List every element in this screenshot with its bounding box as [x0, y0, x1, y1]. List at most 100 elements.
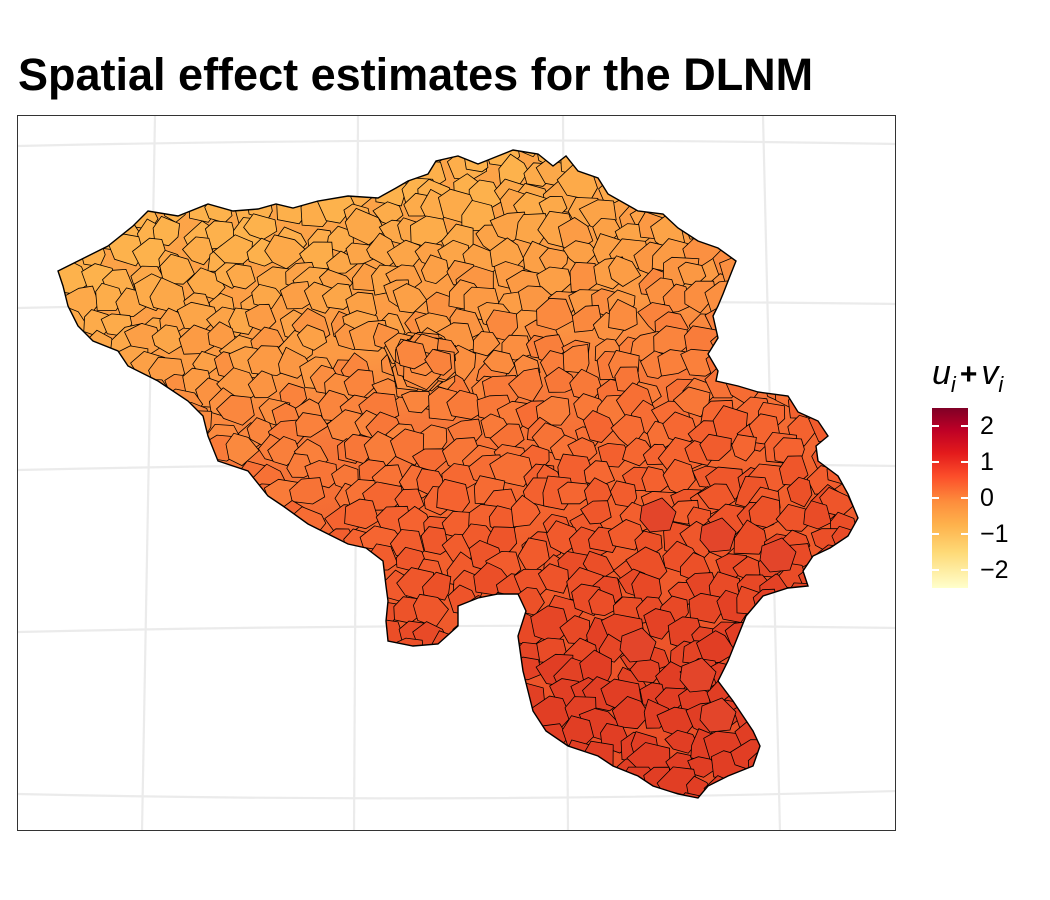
municipality — [808, 640, 845, 671]
municipality — [79, 771, 112, 798]
municipality — [65, 773, 98, 798]
municipality — [416, 672, 443, 702]
municipality — [63, 403, 94, 432]
municipality — [86, 432, 119, 462]
municipality — [639, 176, 681, 214]
municipality — [155, 522, 193, 554]
municipality — [87, 375, 118, 405]
municipality — [520, 741, 550, 768]
municipality — [444, 715, 482, 752]
municipality — [469, 671, 510, 704]
municipality — [102, 721, 141, 756]
municipality — [446, 634, 477, 664]
municipality — [275, 164, 300, 190]
municipality — [234, 502, 270, 530]
municipality — [136, 161, 175, 191]
municipality — [88, 726, 120, 759]
municipality — [170, 180, 206, 209]
municipality — [728, 185, 764, 211]
legend-tick-mark — [961, 533, 968, 535]
municipality — [84, 150, 116, 158]
municipality — [400, 150, 433, 162]
municipality — [58, 287, 59, 316]
municipality — [274, 565, 300, 594]
municipality — [607, 519, 645, 551]
municipality — [298, 629, 332, 659]
municipality — [58, 181, 86, 211]
municipality — [375, 160, 407, 185]
municipality — [771, 307, 812, 347]
municipality — [472, 331, 501, 357]
municipality — [819, 167, 858, 199]
municipality — [809, 802, 838, 828]
municipality — [58, 420, 66, 455]
municipality — [738, 632, 773, 659]
municipality — [64, 150, 99, 175]
municipality — [727, 660, 762, 690]
municipality — [439, 150, 483, 158]
map-panel — [17, 115, 896, 831]
municipality — [277, 724, 310, 756]
municipality — [701, 155, 732, 178]
legend-tick-mark — [961, 569, 968, 571]
municipality — [320, 541, 360, 574]
municipality — [281, 632, 315, 659]
municipality — [822, 767, 856, 798]
municipality — [202, 150, 239, 184]
municipality — [327, 152, 359, 182]
municipality — [296, 324, 328, 351]
municipality — [527, 783, 567, 798]
municipality — [97, 150, 137, 167]
municipality — [257, 537, 292, 566]
municipality — [702, 150, 733, 158]
municipality — [176, 773, 213, 798]
municipality — [308, 766, 339, 793]
municipality — [272, 550, 308, 580]
municipality — [822, 751, 852, 784]
municipality — [78, 197, 115, 234]
municipality — [247, 370, 278, 399]
municipality — [180, 647, 217, 686]
municipality — [397, 505, 432, 537]
municipality — [225, 768, 260, 796]
municipality — [709, 215, 744, 243]
municipality — [61, 336, 92, 367]
municipality — [279, 281, 313, 310]
municipality — [424, 348, 452, 376]
legend: ui + vi 2 1 0 −1 −2 — [930, 356, 1045, 596]
municipality — [254, 150, 283, 159]
municipality — [58, 200, 76, 225]
municipality — [495, 711, 534, 743]
municipality — [152, 215, 181, 247]
legend-tick-mark — [932, 497, 939, 499]
municipality — [173, 484, 210, 523]
municipality — [355, 744, 391, 779]
municipality — [84, 565, 120, 597]
municipality — [151, 150, 184, 166]
municipality — [142, 414, 177, 449]
municipality — [731, 150, 775, 163]
municipality — [395, 339, 429, 370]
municipality — [312, 150, 339, 168]
municipality — [79, 420, 113, 451]
municipality — [58, 702, 80, 743]
municipality — [766, 150, 796, 176]
municipality — [401, 681, 437, 712]
municipality — [178, 410, 213, 444]
municipality — [752, 221, 791, 251]
municipality — [367, 799, 399, 829]
municipality — [116, 436, 151, 465]
municipality — [356, 750, 401, 782]
legend-tick-label: 2 — [980, 412, 994, 440]
municipality — [344, 498, 380, 530]
municipality — [118, 162, 146, 189]
municipality — [824, 360, 858, 388]
municipality — [106, 542, 143, 576]
legend-tick-label: −1 — [980, 520, 1009, 548]
municipality — [151, 552, 186, 583]
municipality — [181, 236, 214, 266]
municipality — [188, 728, 218, 755]
municipality — [792, 211, 832, 244]
municipality — [131, 496, 167, 531]
municipality — [831, 525, 858, 556]
